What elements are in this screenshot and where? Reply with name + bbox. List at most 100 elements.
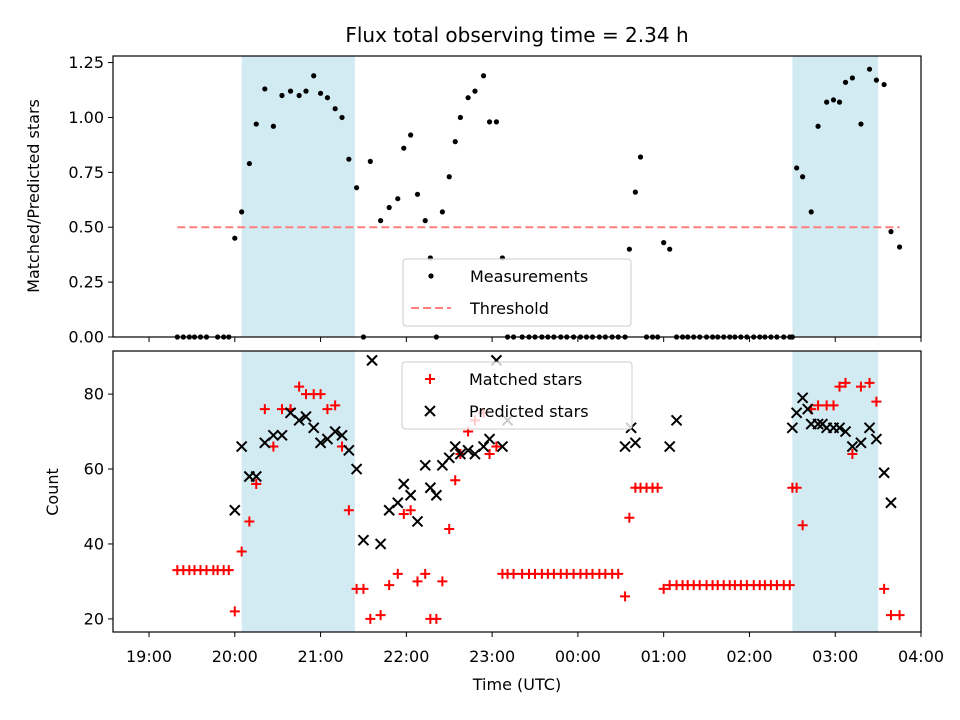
measurement-point	[303, 88, 309, 94]
measurement-point	[339, 114, 345, 121]
top-y-axis-label: Matched/Predicted stars	[24, 99, 43, 293]
measurement-point	[794, 165, 800, 171]
measurement-point	[279, 92, 285, 99]
predicted-star-point	[786, 422, 799, 434]
predicted-star-point	[663, 440, 676, 453]
top-y-tick-label: 0.75	[68, 163, 104, 182]
legend-matched-marker	[425, 374, 435, 384]
predicted-star-point	[250, 470, 262, 483]
top-y-tick-label: 0.25	[68, 273, 104, 292]
predicted-star-point	[496, 440, 509, 453]
x-tick-label: 01:00	[641, 647, 687, 666]
matched-star-point	[508, 568, 519, 579]
matched-star-point	[797, 520, 808, 531]
predicted-star-point	[424, 482, 437, 494]
matched-star-point	[259, 404, 270, 415]
measurement-point	[493, 119, 500, 125]
measurement-point	[408, 132, 414, 138]
measurement-point	[367, 158, 373, 164]
measurement-point	[457, 114, 463, 121]
bottom-y-tick-label: 80	[84, 385, 104, 404]
matched-star-point	[894, 610, 905, 621]
measurement-point	[232, 235, 238, 241]
measurement-point	[888, 229, 894, 235]
measurement-point	[354, 185, 360, 191]
top-legend-box	[402, 258, 632, 327]
predicted-star-point	[846, 440, 859, 453]
x-tick-label: 22:00	[383, 647, 429, 666]
chart-title: Flux total observing time = 2.34 h	[345, 23, 688, 47]
predicted-star-point	[404, 489, 417, 501]
matched-star-point	[405, 505, 416, 516]
matched-star-point	[294, 381, 305, 392]
predicted-star-point	[350, 463, 363, 475]
predicted-star-point	[878, 467, 890, 479]
top-y-tick-label: 1.25	[68, 53, 104, 72]
top-axes-frame	[112, 55, 922, 338]
matched-star-point	[658, 583, 669, 594]
matched-star-point	[855, 381, 866, 392]
measurement-point	[896, 244, 903, 250]
matched-star-point	[871, 396, 882, 407]
legend-label: Predicted stars	[469, 402, 589, 421]
predicted-star-point	[374, 538, 387, 550]
top-legend: Measurements Threshold	[402, 258, 632, 327]
legend-label: Measurements	[470, 267, 588, 286]
matched-star-point	[431, 613, 442, 624]
predicted-star-point	[411, 515, 424, 528]
measurement-point	[465, 95, 471, 101]
top-y-tick-label: 0.00	[68, 328, 104, 347]
bottom-y-tick-label: 20	[84, 609, 104, 628]
matched-star-point	[813, 400, 824, 411]
measurement-point	[866, 66, 873, 72]
measurement-point	[873, 77, 879, 83]
measurement-point	[661, 240, 667, 246]
matched-star-point	[315, 389, 326, 400]
matched-star-point	[343, 505, 354, 516]
measurement-point	[414, 191, 421, 197]
predicted-star-point	[419, 459, 431, 471]
predicted-star-point	[855, 437, 867, 449]
measurement-point	[270, 123, 276, 129]
top-panel: 0.00 0.25 0.50 0.75 1.00 1.25 Measurements Thre…	[68, 53, 922, 347]
predicted-star-point	[314, 437, 327, 449]
matched-star-point	[444, 523, 455, 534]
predicted-star-point	[802, 403, 814, 415]
predicted-star-point	[343, 444, 355, 456]
matched-star-point	[652, 482, 663, 493]
matched-star-point	[268, 441, 279, 452]
measurement-point	[311, 73, 317, 79]
measurement-point	[346, 156, 352, 162]
bottom-y-tick-label: 40	[84, 534, 104, 553]
bottom-shaded-region	[792, 351, 879, 632]
bottom-shaded-region	[241, 351, 355, 632]
measurement-point	[422, 218, 428, 224]
predicted-star-point	[267, 429, 280, 442]
top-shaded-region	[241, 56, 355, 337]
measurement-point	[842, 79, 849, 85]
measurement-point	[637, 154, 644, 160]
predicted-star-point	[462, 444, 474, 456]
matched-star-point	[420, 568, 431, 579]
predicted-star-point	[430, 489, 443, 501]
predicted-star-point	[449, 440, 461, 453]
legend-label: Matched stars	[469, 370, 582, 389]
predicted-star-point	[619, 440, 631, 453]
matched-star-point	[236, 546, 247, 557]
matched-star-point	[358, 583, 369, 594]
measurement-point	[378, 218, 384, 224]
matched-star-point	[620, 591, 631, 602]
measurement-point	[858, 121, 864, 127]
matched-star-point	[244, 516, 255, 527]
predicted-star-point	[885, 497, 897, 509]
x-axis-label: Time (UTC)	[472, 675, 561, 694]
matched-star-point	[322, 404, 333, 415]
predicted-star-point	[833, 422, 846, 434]
predicted-star-point	[276, 429, 288, 442]
predicted-star-point	[300, 410, 312, 423]
measurement-point	[480, 73, 487, 79]
matched-star-point	[365, 613, 376, 624]
x-tick-label: 20:00	[212, 647, 258, 666]
measurement-point	[253, 121, 259, 127]
predicted-star-point	[790, 407, 803, 419]
